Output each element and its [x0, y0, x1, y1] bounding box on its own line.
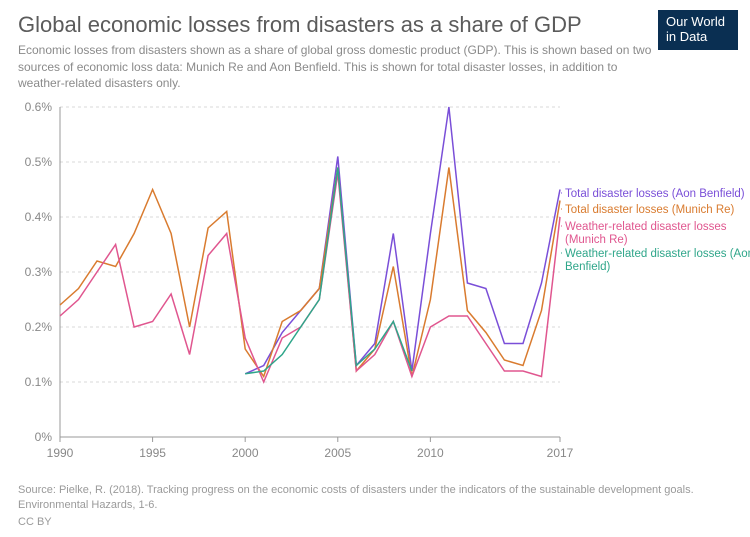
chart-area: 0% 0.1% 0.2% 0.3% 0.4% 0.5% 0.6% 1990 1995 2000 20… [0, 97, 750, 477]
y-axis-tick-label: 0.1% [25, 375, 53, 389]
y-axis-tick-label: 0.5% [25, 155, 53, 169]
chart-footer: Source: Pielke, R. (2018). Tracking prog… [0, 477, 750, 537]
legend-label-aon_total: Total disaster losses (Aon Benfield) [565, 188, 745, 200]
y-axis-tick-label: 0.2% [25, 320, 53, 334]
legend-label-munich_total: Total disaster losses (Munich Re) [565, 204, 735, 216]
x-axis-tick-label: 2017 [547, 446, 574, 460]
legend-label-munich_weather: Weather-related disaster losses [565, 221, 727, 233]
chart-subtitle: Economic losses from disasters shown as … [18, 42, 658, 91]
owid-logo: Our World in Data [658, 10, 738, 50]
x-axis-tick-label: 2010 [417, 446, 444, 460]
source-text: Source: Pielke, R. (2018). Tracking prog… [18, 483, 732, 513]
logo-line1: Our World [666, 15, 730, 30]
x-axis-tick-label: 2005 [324, 446, 351, 460]
y-axis-tick-label: 0.4% [25, 210, 53, 224]
chart-title: Global economic losses from disasters as… [18, 12, 732, 38]
y-axis-tick-label: 0% [35, 430, 53, 444]
legend-label-munich_weather: (Munich Re) [565, 234, 628, 246]
legend-label-aon_weather: Benfield) [565, 261, 611, 273]
y-axis-tick-label: 0.6% [25, 100, 53, 114]
license-text: CC BY [18, 515, 732, 530]
series-aon_total [245, 107, 560, 374]
chart-header: Global economic losses from disasters as… [0, 0, 750, 97]
x-axis-tick-label: 1990 [47, 446, 74, 460]
logo-line2: in Data [666, 30, 730, 45]
legend-label-aon_weather: Weather-related disaster losses (Aon [565, 248, 750, 260]
series-munich_weather [60, 173, 560, 382]
x-axis-tick-label: 1995 [139, 446, 166, 460]
y-axis-tick-label: 0.3% [25, 265, 53, 279]
line-chart: 0% 0.1% 0.2% 0.3% 0.4% 0.5% 0.6% 1990 1995 2000 20… [0, 97, 750, 477]
x-axis-tick-label: 2000 [232, 446, 259, 460]
